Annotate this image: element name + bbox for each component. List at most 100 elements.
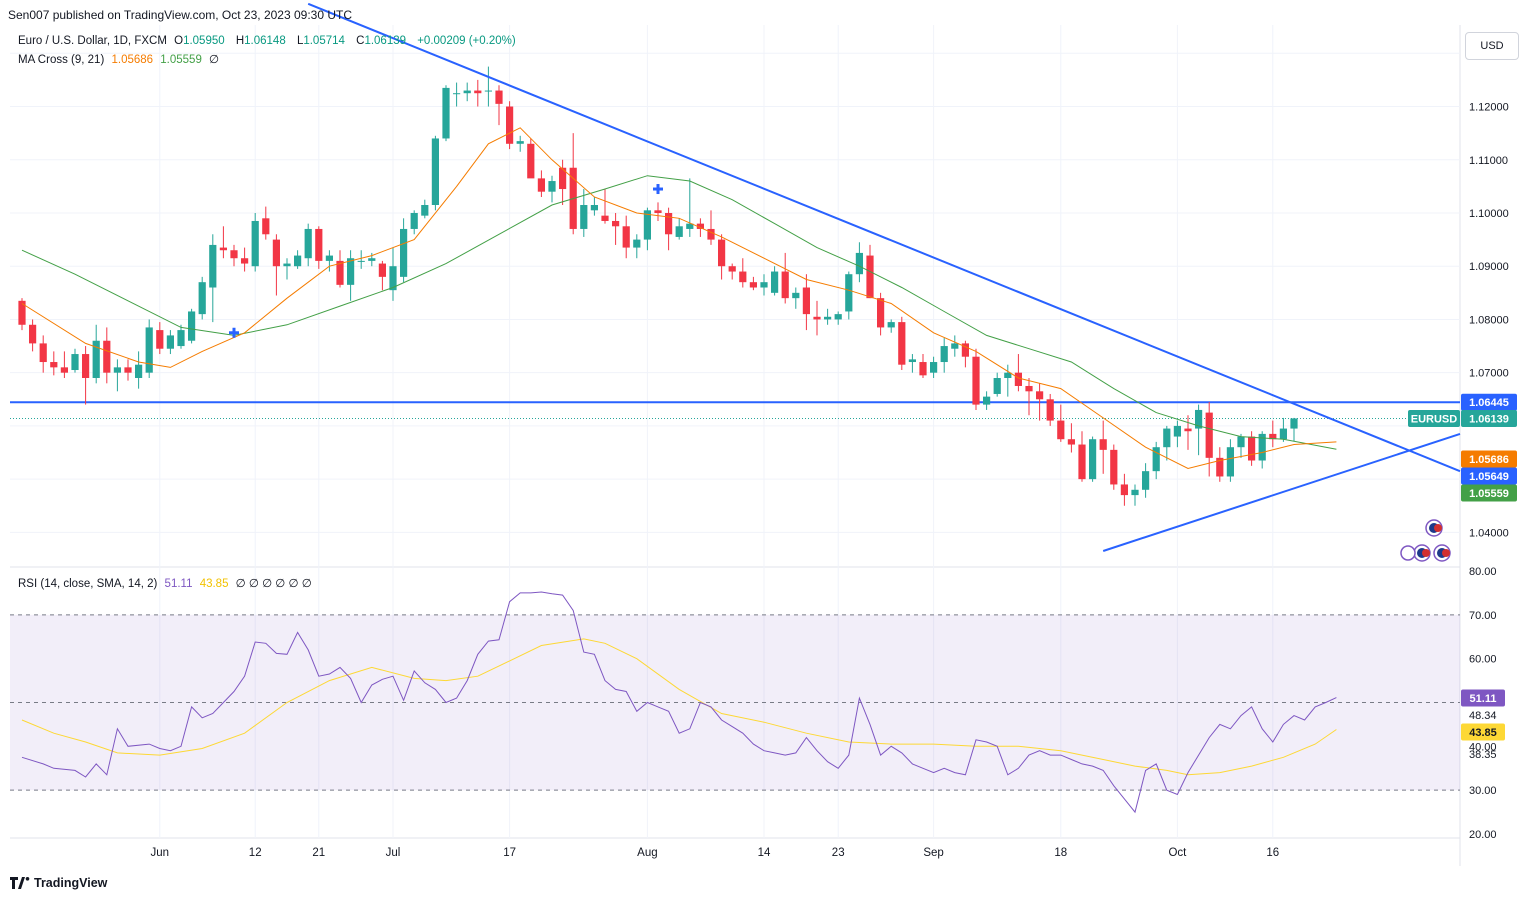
candle-body [431, 138, 439, 205]
candle-body [845, 274, 853, 312]
price-tick-label: 1.11000 [1469, 155, 1508, 167]
candle-body [39, 343, 47, 363]
time-tick-label: Sep [923, 847, 943, 859]
candle-body [1014, 372, 1022, 386]
economic-event-icon [1433, 544, 1451, 562]
high-label: H [235, 35, 245, 47]
candle-body [400, 228, 408, 277]
time-tick-label: Oct [1168, 847, 1187, 859]
candle-body [251, 220, 259, 267]
candle-body [1248, 436, 1256, 461]
price-tag-label: 1.05686 [1469, 454, 1509, 466]
candle-body [368, 258, 376, 261]
candle-body [866, 255, 874, 299]
candle-body [506, 106, 514, 144]
candle-body [792, 292, 800, 299]
time-tick-label: Aug [637, 847, 657, 859]
candle-body [357, 260, 365, 262]
rsi-tick-label: 30.00 [1469, 785, 1497, 797]
time-tick-label: 12 [249, 847, 262, 859]
candle-body [887, 322, 895, 328]
time-tick-label: 23 [832, 847, 845, 859]
candle-body [463, 90, 471, 94]
price-tick-label: 1.07000 [1469, 368, 1509, 380]
candle-body [421, 205, 429, 216]
candle-body [1290, 418, 1298, 429]
close-value: 1.06139 [364, 35, 407, 47]
candle-body [442, 87, 450, 139]
candle-body [527, 143, 535, 179]
price-tag-label: 1.06445 [1469, 397, 1509, 409]
price-tick-label: 1.10000 [1469, 208, 1509, 220]
candle-body [1067, 439, 1075, 445]
candle-body [548, 181, 556, 192]
price-tag-label: 1.05559 [1469, 488, 1509, 500]
price-tag [1461, 410, 1517, 428]
high-value: 1.06148 [244, 35, 286, 47]
rsi-tag-label: 51.11 [1470, 693, 1497, 705]
candle-body [484, 90, 492, 92]
ma-extra: ∅ [209, 54, 220, 66]
ma-fast-line [21, 127, 1337, 470]
candle-body [1036, 391, 1044, 400]
time-tick-label: 21 [312, 847, 325, 859]
candle-body [1078, 444, 1086, 480]
candle-body [389, 266, 397, 291]
candle-body [781, 271, 789, 299]
rsi-title: RSI (14, close, SMA, 14, 2) [18, 578, 158, 590]
candle-body [219, 247, 227, 251]
price-tick-label: 1.04000 [1469, 527, 1509, 539]
candle-body [1142, 471, 1150, 490]
candle-body [166, 335, 174, 349]
currency-button[interactable]: USD [1465, 32, 1519, 60]
candle-body [262, 218, 270, 235]
candle-body [1163, 428, 1171, 448]
open-value: 1.05950 [183, 35, 225, 47]
candle-body [1205, 412, 1213, 458]
candle-body [209, 244, 217, 288]
candle-body [516, 141, 524, 144]
rsi-line [21, 591, 1337, 814]
candle-body [951, 343, 959, 349]
candle-body [135, 364, 143, 378]
candle-body [1195, 409, 1203, 429]
candle-body [410, 212, 418, 229]
price-tag [1461, 393, 1517, 411]
candle-body [378, 263, 386, 277]
candle-body [898, 322, 906, 365]
ascending-trendline [1102, 432, 1461, 552]
candle-body [29, 324, 37, 344]
candle-body [453, 93, 461, 95]
candle-body [188, 311, 196, 341]
symbol-tag-label: EURUSD [1411, 414, 1458, 426]
rsi-extra: ∅ ∅ ∅ ∅ ∅ ∅ [235, 578, 312, 590]
candle-body [1110, 449, 1118, 485]
candle-body [1152, 447, 1160, 472]
candle-body [1216, 457, 1224, 477]
time-tick-label: 14 [758, 847, 771, 859]
ma-slow-value: 1.05559 [160, 54, 202, 66]
economic-event-icon [1425, 519, 1443, 537]
candle-body [1131, 489, 1139, 496]
candle-body [559, 167, 567, 190]
time-axis: Jun 12 21 Jul 17 Aug 14 23 Sep 18 Oct 16 [151, 847, 1280, 859]
candle-body [983, 396, 991, 405]
ma-slow-line [21, 175, 1337, 450]
candle-body [633, 239, 641, 248]
candle-body [665, 212, 673, 235]
low-value: 1.05714 [303, 35, 345, 47]
ma-title: MA Cross (9, 21) [18, 54, 105, 66]
time-tick-label: 17 [503, 847, 516, 859]
ma-cross-marker [229, 327, 239, 338]
close-label: C [356, 35, 365, 47]
rsi-tick-label: 60.00 [1469, 654, 1497, 666]
candle-body [156, 330, 164, 349]
rsi-ma-value: 43.85 [199, 578, 229, 590]
rsi-tick-label: 38.35 [1469, 749, 1497, 761]
candle-body [1046, 399, 1054, 421]
candle-body [92, 340, 100, 378]
candle-body [1269, 433, 1277, 440]
candle-body [675, 226, 683, 237]
candle-body [855, 252, 863, 275]
